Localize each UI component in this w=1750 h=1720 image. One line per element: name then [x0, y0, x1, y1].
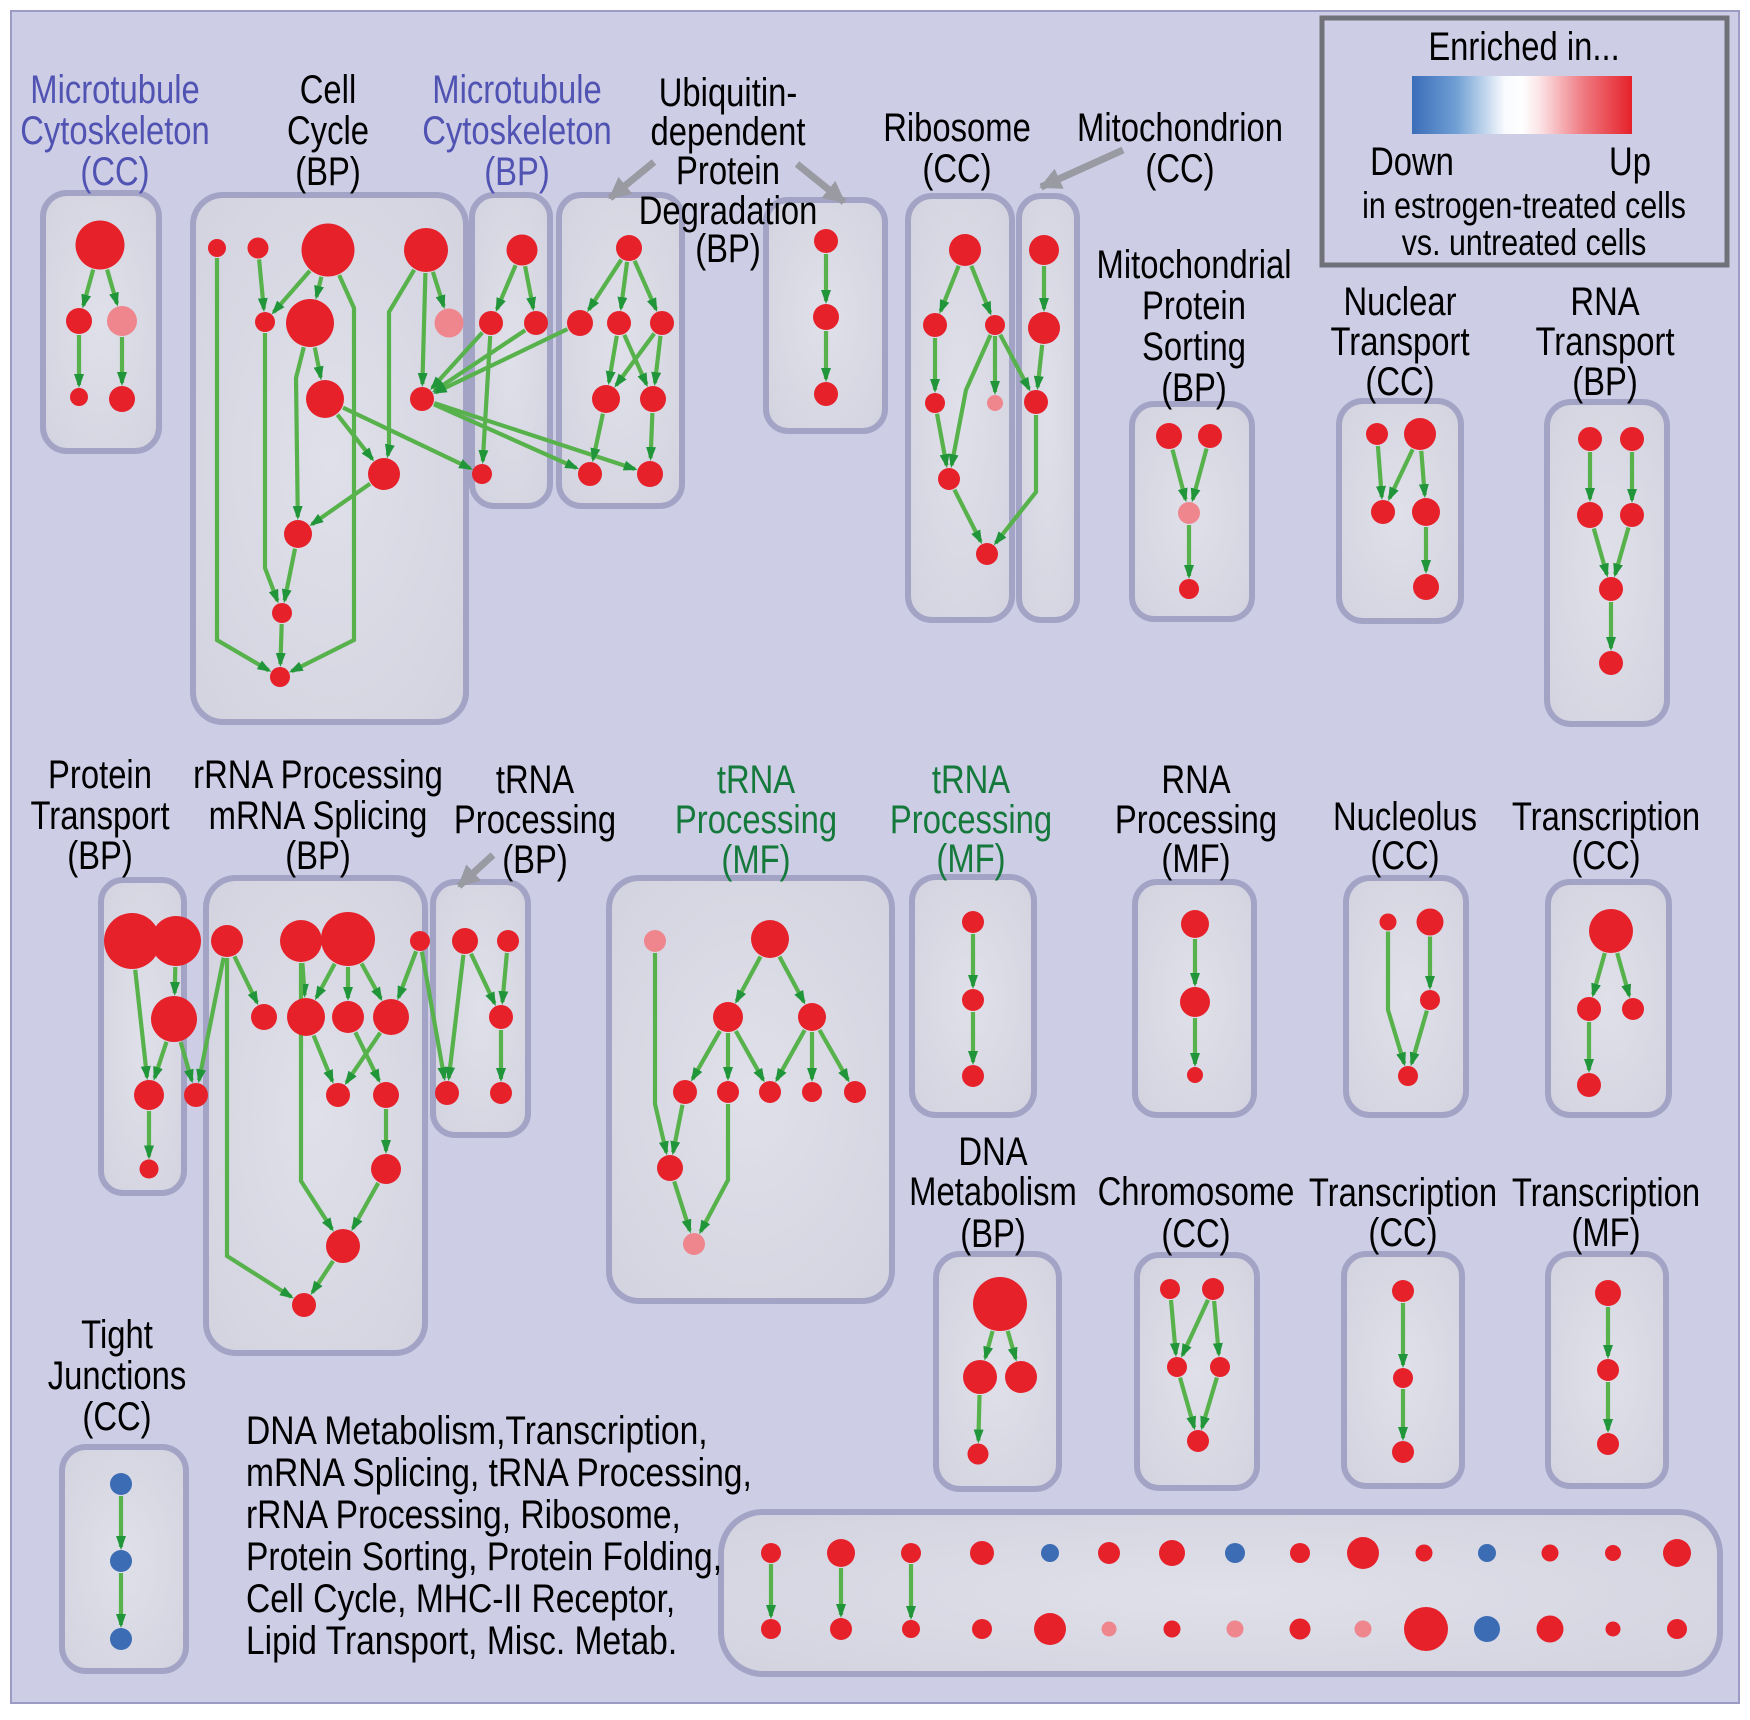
svg-text:Nuclear: Nuclear [1344, 279, 1457, 324]
svg-text:RNA: RNA [1570, 279, 1640, 324]
svg-text:Nucleolus: Nucleolus [1333, 794, 1477, 839]
svg-text:Transcription: Transcription [1309, 1170, 1497, 1215]
svg-text:(CC): (CC) [80, 149, 149, 194]
svg-text:(CC): (CC) [1365, 359, 1434, 404]
svg-text:Protein Sorting, Protein Foldi: Protein Sorting, Protein Folding, [246, 1534, 722, 1578]
svg-text:(CC): (CC) [1571, 833, 1640, 878]
svg-text:Transport: Transport [1535, 319, 1674, 364]
svg-text:(CC): (CC) [1368, 1210, 1437, 1255]
svg-text:Cell Cycle, MHC-II Receptor,: Cell Cycle, MHC-II Receptor, [246, 1576, 675, 1620]
svg-text:Junctions: Junctions [48, 1353, 187, 1398]
svg-text:Up: Up [1609, 139, 1651, 184]
svg-text:rRNA Processing, Ribosome,: rRNA Processing, Ribosome, [246, 1492, 681, 1536]
svg-text:mRNA Splicing: mRNA Splicing [209, 793, 428, 838]
svg-text:Mitochondrion: Mitochondrion [1077, 105, 1283, 150]
svg-text:Transcription: Transcription [1512, 794, 1700, 839]
svg-text:(CC): (CC) [1161, 1211, 1230, 1256]
svg-text:Processing: Processing [1115, 797, 1277, 842]
svg-text:dependent: dependent [651, 109, 806, 154]
svg-text:Down: Down [1370, 139, 1454, 184]
svg-text:(BP): (BP) [695, 226, 761, 271]
svg-text:Transport: Transport [1330, 319, 1469, 364]
svg-text:tRNA: tRNA [717, 757, 796, 802]
svg-text:(BP): (BP) [67, 833, 133, 878]
svg-text:Ribosome: Ribosome [883, 105, 1031, 150]
svg-text:tRNA: tRNA [496, 757, 575, 802]
svg-text:(MF): (MF) [721, 837, 790, 882]
svg-text:Cycle: Cycle [287, 108, 369, 153]
svg-text:Lipid Transport, Misc. Metab.: Lipid Transport, Misc. Metab. [246, 1618, 677, 1662]
svg-text:Tight: Tight [81, 1312, 153, 1357]
svg-text:DNA Metabolism,Transcription,: DNA Metabolism,Transcription, [246, 1408, 708, 1452]
svg-text:(CC): (CC) [82, 1394, 151, 1439]
svg-text:(BP): (BP) [1572, 359, 1638, 404]
svg-text:Protein: Protein [48, 752, 152, 797]
svg-text:(CC): (CC) [922, 146, 991, 191]
svg-text:(MF): (MF) [936, 836, 1005, 881]
svg-text:in estrogen-treated cells: in estrogen-treated cells [1362, 185, 1686, 227]
svg-text:Chromosome: Chromosome [1098, 1169, 1295, 1214]
svg-text:(MF): (MF) [1571, 1210, 1640, 1255]
svg-text:Microtubule: Microtubule [30, 67, 199, 112]
svg-text:(BP): (BP) [295, 149, 361, 194]
svg-text:(CC): (CC) [1370, 833, 1439, 878]
svg-text:Microtubule: Microtubule [432, 67, 601, 112]
svg-text:Cytoskeleton: Cytoskeleton [20, 108, 210, 153]
svg-text:mRNA Splicing, tRNA Processing: mRNA Splicing, tRNA Processing, [246, 1450, 752, 1494]
svg-text:(BP): (BP) [960, 1211, 1026, 1256]
svg-text:Degradation: Degradation [639, 188, 818, 233]
svg-text:(BP): (BP) [285, 833, 351, 878]
svg-text:Processing: Processing [454, 797, 616, 842]
svg-text:Cytoskeleton: Cytoskeleton [422, 108, 612, 153]
svg-text:Cell: Cell [300, 67, 356, 112]
svg-text:Metabolism: Metabolism [909, 1169, 1077, 1214]
svg-text:(CC): (CC) [1145, 146, 1214, 191]
svg-text:Sorting: Sorting [1142, 324, 1246, 369]
svg-text:(BP): (BP) [1161, 365, 1227, 410]
svg-text:(MF): (MF) [1161, 836, 1230, 881]
svg-text:DNA: DNA [958, 1129, 1028, 1174]
svg-text:RNA: RNA [1161, 757, 1231, 802]
svg-text:Protein: Protein [676, 148, 780, 193]
svg-text:rRNA Processing: rRNA Processing [193, 752, 443, 797]
svg-text:tRNA: tRNA [932, 757, 1011, 802]
svg-text:Mitochondrial: Mitochondrial [1097, 242, 1292, 287]
svg-text:Enriched in...: Enriched in... [1428, 24, 1619, 69]
svg-text:Protein: Protein [1142, 283, 1246, 328]
svg-text:vs. untreated cells: vs. untreated cells [1402, 222, 1646, 264]
svg-text:Processing: Processing [675, 797, 837, 842]
svg-text:Processing: Processing [890, 797, 1052, 842]
svg-text:Transcription: Transcription [1512, 1170, 1700, 1215]
svg-text:(BP): (BP) [502, 837, 568, 882]
svg-text:Ubiquitin-: Ubiquitin- [659, 70, 798, 115]
svg-text:(BP): (BP) [484, 149, 550, 194]
svg-text:Transport: Transport [30, 793, 169, 838]
